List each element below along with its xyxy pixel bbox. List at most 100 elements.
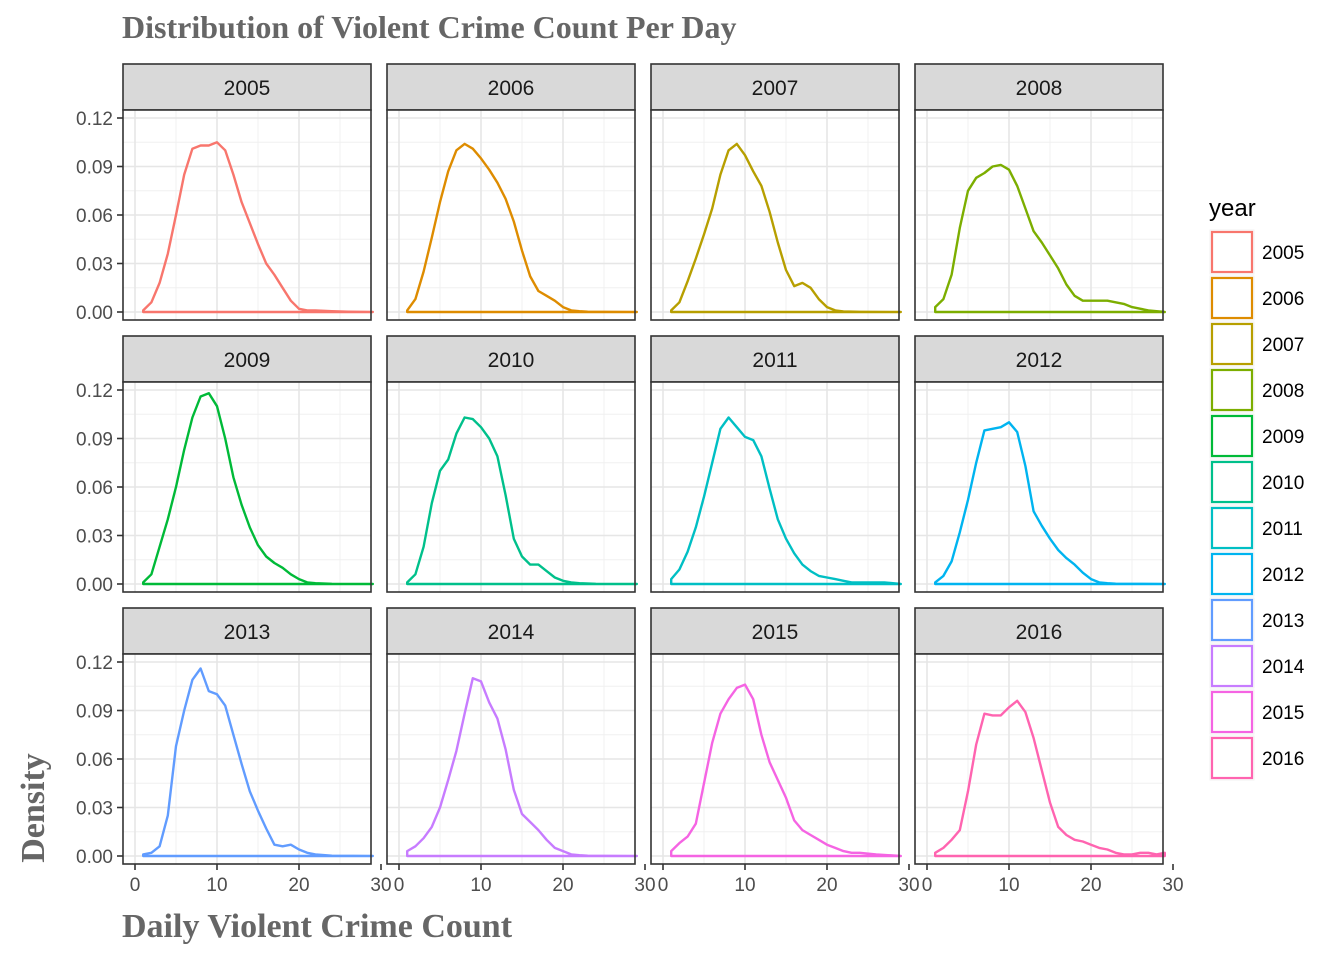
density-curve-2008: [934, 163, 1166, 314]
legend-key: [1210, 368, 1254, 412]
legend-key: [1210, 736, 1254, 780]
density-curve-2011: [670, 416, 902, 586]
y-axis-title: Density: [15, 753, 52, 863]
legend-item-2015: 2015: [1209, 689, 1304, 735]
x-tick-label: 10: [206, 875, 227, 896]
y-tick-label: 0.12: [76, 381, 113, 402]
y-tick-label: 0.06: [76, 206, 113, 227]
facet-strip: [914, 63, 1164, 111]
x-tick-label: 30: [634, 875, 655, 896]
legend-label: 2008: [1262, 381, 1304, 402]
facet-strip-label: 2015: [752, 621, 799, 644]
y-tick-label: 0.03: [76, 255, 113, 276]
legend-item-2013: 2013: [1209, 597, 1304, 643]
panel-border: [650, 381, 900, 593]
panel-border: [386, 381, 636, 593]
y-tick-label: 0.00: [76, 847, 113, 868]
facet-strip-label: 2010: [488, 349, 535, 372]
facet-strip: [386, 607, 636, 655]
y-tick-label: 0.03: [76, 527, 113, 548]
facet-panel-2015: 2015 0 10 20 30: [650, 607, 920, 896]
y-tick-label: 0.06: [76, 750, 113, 771]
legend-label: 2007: [1262, 335, 1304, 356]
facet-panel-2006: 2006: [386, 63, 638, 321]
legend-item-2012: 2012: [1209, 551, 1304, 597]
density-curve-2010: [406, 416, 638, 586]
legend-label: 2011: [1262, 519, 1303, 540]
facet-strip: [650, 335, 900, 383]
facet-strip: [122, 335, 372, 383]
legend-key: [1210, 506, 1254, 550]
facet-strip: [650, 63, 900, 111]
legend-key: [1210, 690, 1254, 734]
density-curve-2015: [670, 683, 902, 858]
density-curve-2009: [142, 392, 374, 586]
x-tick-label: 10: [998, 875, 1019, 896]
x-tick-label: 0: [130, 875, 141, 896]
legend-key: [1210, 276, 1254, 320]
x-tick-label: 30: [1162, 875, 1183, 896]
legend-title: year: [1209, 195, 1256, 222]
panel-border: [386, 109, 636, 321]
facet-panel-2012: 2012: [914, 335, 1166, 593]
facet-strip-label: 2008: [1016, 77, 1063, 100]
legend-item-2008: 2008: [1209, 367, 1304, 413]
density-curve-2007: [670, 142, 902, 314]
legend-key: [1210, 414, 1254, 458]
panel-border: [914, 653, 1164, 865]
legend-label: 2014: [1262, 657, 1305, 678]
legend-label: 2006: [1262, 289, 1304, 310]
legend-item-2016: 2016: [1209, 735, 1304, 781]
facet-panel-2008: 2008: [914, 63, 1166, 321]
x-tick-label: 30: [898, 875, 919, 896]
y-tick-label: 0.00: [76, 575, 113, 596]
y-tick-label: 0.09: [76, 430, 113, 451]
facet-strip: [914, 335, 1164, 383]
y-tick-label: 0.03: [76, 799, 113, 820]
facet-panel-2013: 2013 0.00 0.03 0.06 0.09 0.12 0 10 20 30: [76, 607, 392, 896]
legend-key: [1210, 460, 1254, 504]
facet-strip: [122, 607, 372, 655]
facet-panel-2005: 2005 0.00 0.03 0.06 0.09 0.12: [76, 63, 374, 324]
density-curve-2016: [934, 699, 1166, 858]
legend-label: 2013: [1262, 611, 1304, 632]
facet-strip: [386, 335, 636, 383]
facet-panel-2011: 2011: [650, 335, 902, 593]
facet-panel-2016: 2016 0 10 20 30: [914, 607, 1184, 896]
legend-label: 2005: [1262, 243, 1304, 264]
facet-strip-label: 2009: [224, 349, 271, 372]
legend-item-2010: 2010: [1209, 459, 1304, 505]
x-tick-label: 10: [734, 875, 755, 896]
legend-item-2014: 2014: [1209, 643, 1305, 689]
facet-panels: 2005 0.00 0.03 0.06 0.09 0.12 2006 2007 2008 2009…: [76, 63, 1184, 896]
facet-strip-label: 2013: [224, 621, 271, 644]
density-curve-2006: [406, 142, 638, 314]
legend-label: 2010: [1262, 473, 1304, 494]
density-curve-2005: [142, 141, 374, 314]
facet-panel-2007: 2007: [650, 63, 902, 321]
legend-label: 2016: [1262, 749, 1304, 770]
chart-title: Distribution of Violent Crime Count Per …: [122, 9, 736, 45]
y-tick-label: 0.12: [76, 109, 113, 130]
legend-key: [1210, 644, 1254, 688]
facet-strip-label: 2007: [752, 77, 799, 100]
x-tick-label: 30: [370, 875, 391, 896]
facet-panel-2009: 2009 0.00 0.03 0.06 0.09 0.12: [76, 335, 374, 596]
legend: year 2005 2006 2007 2008 2009 2010 2011 2012 201…: [1209, 195, 1305, 781]
facet-strip-label: 2014: [488, 621, 535, 644]
facet-strip-label: 2006: [488, 77, 535, 100]
x-tick-label: 20: [552, 875, 573, 896]
legend-item-2009: 2009: [1209, 413, 1304, 459]
legend-label: 2009: [1262, 427, 1304, 448]
density-curve-2012: [934, 421, 1166, 586]
facet-strip: [650, 607, 900, 655]
legend-item-2006: 2006: [1209, 275, 1304, 321]
facet-panel-2014: 2014 0 10 20 30: [386, 607, 656, 896]
legend-item-2005: 2005: [1209, 229, 1304, 275]
legend-key: [1210, 598, 1254, 642]
x-tick-label: 20: [816, 875, 837, 896]
facet-strip-label: 2016: [1016, 621, 1063, 644]
y-tick-label: 0.09: [76, 702, 113, 723]
facet-strip-label: 2011: [752, 349, 797, 372]
panel-border: [914, 381, 1164, 593]
